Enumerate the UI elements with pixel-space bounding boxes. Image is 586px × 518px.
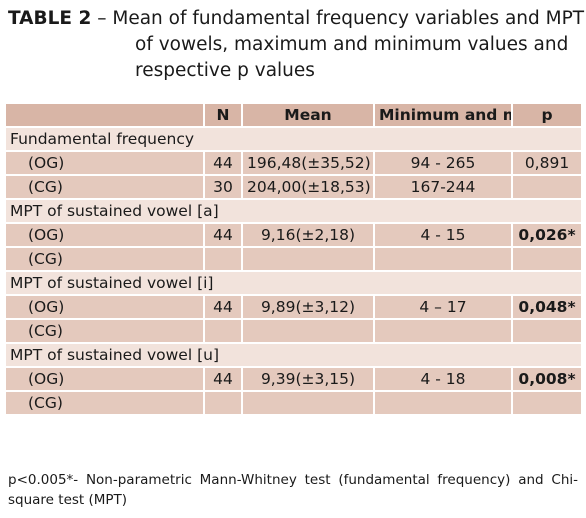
- n-cell: [204, 319, 243, 344]
- p-cell: 0,891: [512, 151, 583, 176]
- range-cell: 94 - 265: [374, 151, 513, 176]
- header-mean: Mean: [242, 104, 375, 128]
- p-cell: [512, 175, 583, 200]
- range-cell: [374, 391, 513, 416]
- data-row: (CG): [6, 247, 583, 272]
- group-cell: (OG): [6, 223, 205, 248]
- data-row: (OG) 44 9,16(±2,18) 4 - 15 0,026*: [6, 223, 583, 248]
- header-n: N: [204, 104, 243, 128]
- p-cell: 0,026*: [512, 223, 583, 248]
- caption-line-1: TABLE 2 – Mean of fundamental frequency …: [8, 6, 584, 32]
- group-cell: (OG): [6, 295, 205, 320]
- header-empty: [6, 104, 205, 128]
- mean-cell: 9,39(±3,15): [242, 367, 375, 392]
- caption-line-3: respective p values: [135, 60, 315, 81]
- section-row: MPT of sustained vowel [u]: [6, 343, 583, 368]
- p-cell: [512, 319, 583, 344]
- section-label: MPT of sustained vowel [u]: [6, 343, 583, 368]
- caption-text-1: – Mean of fundamental frequency variable…: [97, 8, 585, 29]
- footnote: p<0.005*- Non-parametric Mann-Whitney te…: [8, 472, 578, 508]
- n-cell: 30: [204, 175, 243, 200]
- data-table: N Mean Minimum and maximum values p Fund…: [6, 104, 583, 416]
- section-label: MPT of sustained vowel [a]: [6, 199, 583, 224]
- table-caption: TABLE 2 – Mean of fundamental frequency …: [8, 6, 584, 84]
- mean-cell: [242, 247, 375, 272]
- mean-cell: 9,16(±2,18): [242, 223, 375, 248]
- n-cell: 44: [204, 295, 243, 320]
- p-cell: [512, 391, 583, 416]
- p-cell: [512, 247, 583, 272]
- range-cell: [374, 247, 513, 272]
- mean-cell: 9,89(±3,12): [242, 295, 375, 320]
- group-cell: (OG): [6, 151, 205, 176]
- header-row: N Mean Minimum and maximum values p: [6, 104, 583, 128]
- mean-cell: 204,00(±18,53): [242, 175, 375, 200]
- range-cell: 167-244: [374, 175, 513, 200]
- section-row: Fundamental frequency: [6, 127, 583, 152]
- n-cell: 44: [204, 223, 243, 248]
- data-row: (OG) 44 9,89(±3,12) 4 – 17 0,048*: [6, 295, 583, 320]
- group-cell: (CG): [6, 319, 205, 344]
- range-cell: 4 - 15: [374, 223, 513, 248]
- mean-cell: 196,48(±35,52): [242, 151, 375, 176]
- n-cell: [204, 247, 243, 272]
- mean-cell: [242, 319, 375, 344]
- data-row: (OG) 44 196,48(±35,52) 94 - 265 0,891: [6, 151, 583, 176]
- header-minmax: Minimum and maximum values: [374, 104, 513, 128]
- group-cell: (CG): [6, 247, 205, 272]
- section-row: MPT of sustained vowel [a]: [6, 199, 583, 224]
- section-label: MPT of sustained vowel [i]: [6, 271, 583, 296]
- group-cell: (CG): [6, 391, 205, 416]
- group-cell: (CG): [6, 175, 205, 200]
- section-label: Fundamental frequency: [6, 127, 583, 152]
- range-cell: [374, 319, 513, 344]
- caption-line-2: of vowels, maximum and minimum values an…: [135, 34, 569, 55]
- mean-cell: [242, 391, 375, 416]
- table-body: Fundamental frequency (OG) 44 196,48(±35,52…: [6, 127, 583, 416]
- n-cell: [204, 391, 243, 416]
- data-row: (CG): [6, 319, 583, 344]
- p-cell: 0,048*: [512, 295, 583, 320]
- data-row: (CG) 30 204,00(±18,53) 167-244: [6, 175, 583, 200]
- p-cell: 0,008*: [512, 367, 583, 392]
- header-p: p: [512, 104, 583, 128]
- group-cell: (OG): [6, 367, 205, 392]
- data-row: (OG) 44 9,39(±3,15) 4 - 18 0,008*: [6, 367, 583, 392]
- n-cell: 44: [204, 367, 243, 392]
- n-cell: 44: [204, 151, 243, 176]
- range-cell: 4 - 18: [374, 367, 513, 392]
- data-row: (CG): [6, 391, 583, 416]
- range-cell: 4 – 17: [374, 295, 513, 320]
- section-row: MPT of sustained vowel [i]: [6, 271, 583, 296]
- table-label: TABLE 2: [8, 8, 92, 29]
